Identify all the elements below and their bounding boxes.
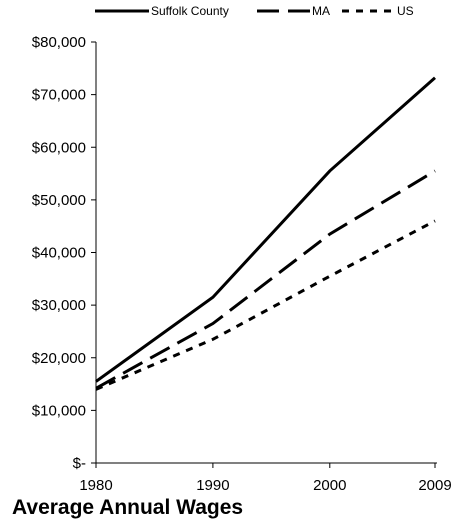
series-line-us [95,219,436,391]
series-line-ma [95,169,436,390]
legend: Suffolk County MA US [95,4,414,18]
y-tick-label: $70,000 [32,87,86,104]
series-line-suffolk-county [95,76,436,383]
y-tick-label: $50,000 [32,192,86,209]
legend-label: Suffolk County [151,4,229,18]
x-axis: 1980 1990 2000 2009 [79,463,452,494]
y-tick-label: $80,000 [32,34,86,51]
y-tick-label: $60,000 [32,139,86,156]
legend-label: US [397,4,414,18]
x-tick-label: 1990 [196,477,229,494]
x-tick-label: 2000 [313,477,346,494]
chart-caption: Average Annual Wages [12,496,243,519]
y-tick-label: $40,000 [32,245,86,262]
y-axis: $- $10,000 $20,000 $30,000 $40,000 $50,000 $60… [32,34,96,472]
y-tick-label: $30,000 [32,297,86,314]
plot-area [95,76,436,391]
y-tick-label: $20,000 [32,350,86,367]
y-tick-label: $- [73,455,86,472]
x-tick-label: 1980 [79,477,112,494]
x-tick-label: 2009 [418,477,451,494]
legend-label: MA [312,4,330,18]
y-tick-label: $10,000 [32,402,86,419]
